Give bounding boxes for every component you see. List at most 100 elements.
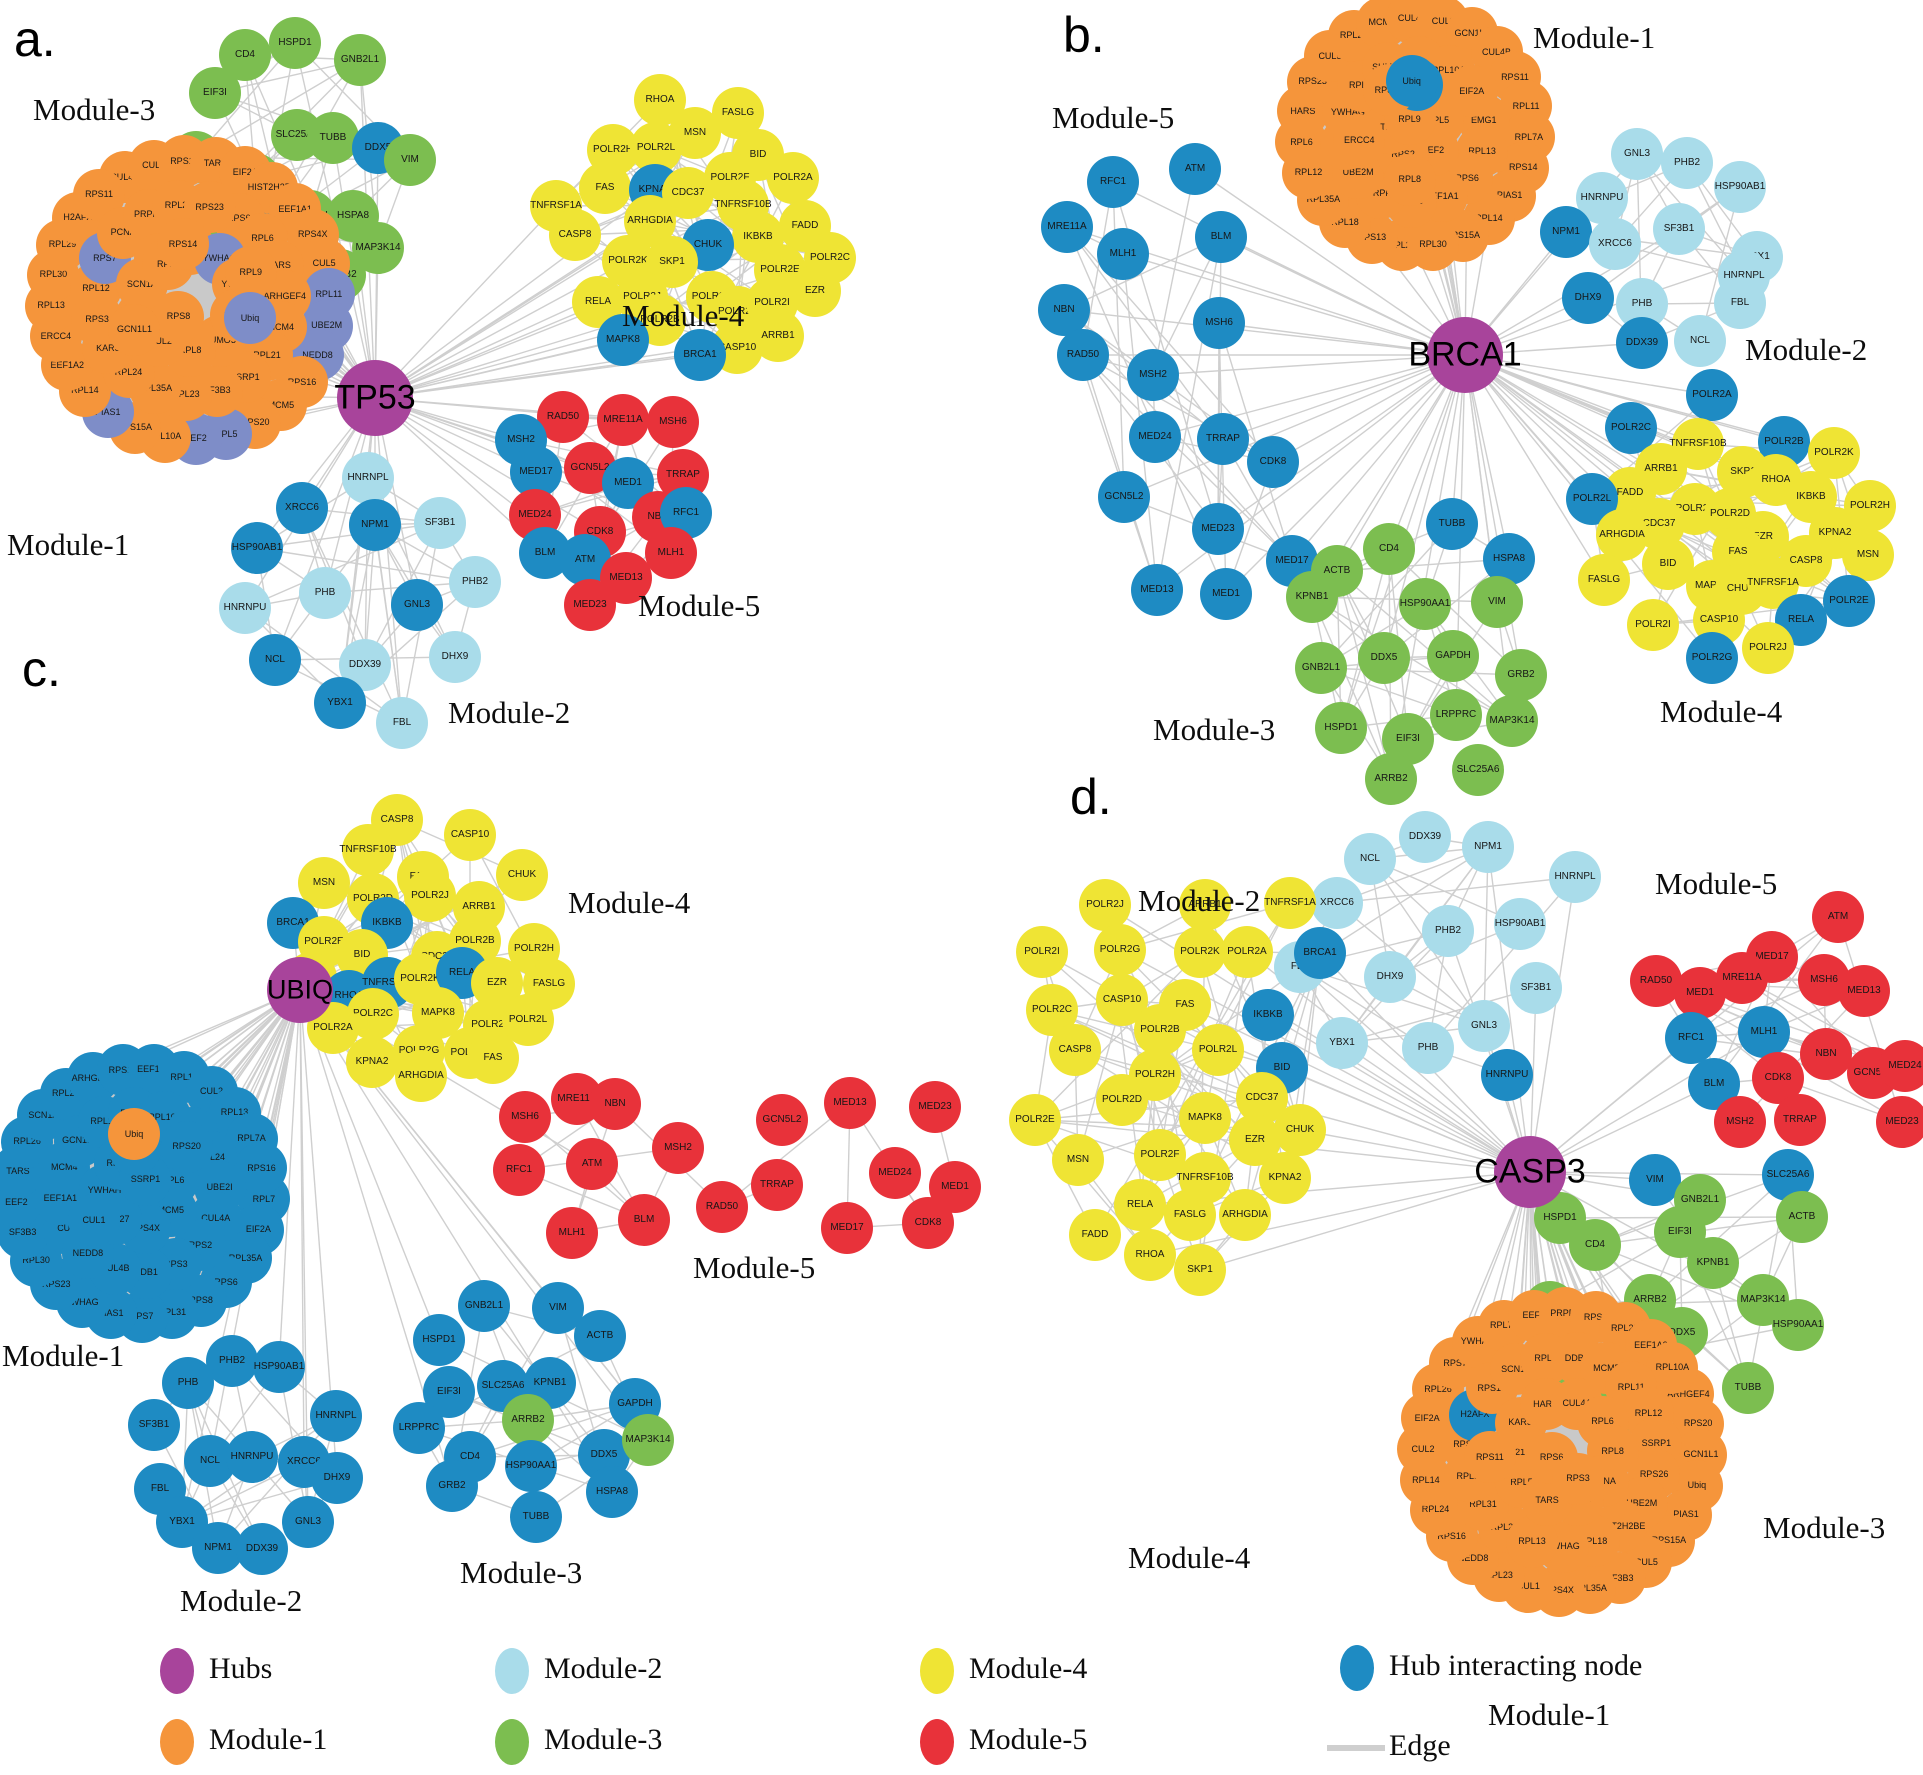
- node: RPL8: [1383, 153, 1436, 206]
- node: ERCC4: [1333, 114, 1386, 167]
- node: YBX1: [1316, 1017, 1368, 1069]
- node: FAS: [579, 162, 631, 214]
- node: NPM1: [1540, 206, 1592, 258]
- legend-swatch: [495, 1648, 529, 1694]
- node: ATM: [1812, 891, 1864, 943]
- node: FADD: [1069, 1209, 1121, 1261]
- node: BLM: [618, 1194, 670, 1246]
- node: DHX9: [1562, 272, 1614, 324]
- node: NCL: [249, 634, 301, 686]
- node: POLR2G: [1094, 924, 1146, 976]
- node: ACTB: [574, 1310, 626, 1362]
- node: RHOA: [1124, 1229, 1176, 1281]
- node: MED23: [564, 579, 616, 631]
- node: MRE11A: [1716, 952, 1768, 1004]
- node: GCN5L2: [756, 1094, 808, 1146]
- node: EIF3I: [189, 67, 241, 119]
- node: CHUK: [496, 849, 548, 901]
- legend-label: Module-3: [544, 1723, 663, 1756]
- node: DDX39: [1399, 811, 1451, 863]
- module-caption: Module-1: [1533, 20, 1656, 55]
- node: VIM: [1629, 1154, 1681, 1206]
- module-caption: Module-3: [1763, 1510, 1886, 1545]
- node: POLR2L: [1192, 1024, 1244, 1076]
- node: RFC1: [1087, 156, 1139, 208]
- module-caption: Module-5: [638, 588, 761, 623]
- node: MSN: [1842, 529, 1894, 581]
- legend-swatch: [160, 1719, 194, 1765]
- node: XRCC6: [276, 482, 328, 534]
- node: MRE11A: [1041, 201, 1093, 253]
- node: BID: [1642, 538, 1694, 590]
- node: RPS3: [1552, 1452, 1605, 1505]
- node: MAPK8: [1179, 1092, 1231, 1144]
- node: BLM: [1195, 211, 1247, 263]
- node: GNB2L1: [1295, 642, 1347, 694]
- node: MAP3K14: [352, 222, 404, 274]
- node: HNRNPU: [226, 1431, 278, 1483]
- node: HSPA8: [586, 1466, 638, 1518]
- node: MED24: [1879, 1040, 1923, 1092]
- node: GRB2: [426, 1460, 478, 1512]
- legend-label: Hub interacting node: [1389, 1649, 1643, 1682]
- node: CASP8: [549, 209, 601, 261]
- node: HSPD1: [1315, 702, 1367, 754]
- node: EIF3I: [1382, 713, 1434, 765]
- node: RPL9: [224, 246, 277, 299]
- node: DDX39: [1616, 317, 1668, 369]
- node: TUBB: [307, 112, 359, 164]
- node: LRPPRC: [1430, 689, 1482, 741]
- module-caption: Module-2: [180, 1583, 303, 1618]
- node: RAD50: [1630, 955, 1682, 1007]
- module-caption: Module-1: [1488, 1697, 1611, 1732]
- node: RHOA: [634, 74, 686, 126]
- hub-node: [267, 957, 333, 1023]
- module-caption: Module-3: [460, 1555, 583, 1590]
- node: PHB: [162, 1357, 214, 1409]
- node: PHB2: [206, 1335, 258, 1387]
- panel-letter: b.: [1063, 7, 1105, 63]
- module-caption: Module-3: [33, 92, 156, 127]
- hub-label: CASP3: [1474, 1152, 1586, 1191]
- node: MED23: [1192, 503, 1244, 555]
- node: GRB2: [1495, 649, 1547, 701]
- node: MLH1: [1097, 228, 1149, 280]
- node: POLR2K: [1174, 926, 1226, 978]
- node: RFC1: [1665, 1012, 1717, 1064]
- node: BRCA1: [674, 329, 726, 381]
- node: BRCA1: [1294, 927, 1346, 979]
- node: MED24: [1129, 411, 1181, 463]
- node: NPM1: [192, 1522, 244, 1574]
- node: POLR2J: [1079, 879, 1131, 931]
- node: POLR2I: [1016, 926, 1068, 978]
- node: PHB: [299, 567, 351, 619]
- node: RPS20: [160, 1120, 213, 1173]
- node: NBN: [1800, 1028, 1852, 1080]
- hub-node: [337, 360, 413, 436]
- node: Ubiq: [223, 292, 276, 345]
- node: DHX9: [311, 1452, 363, 1504]
- legend-label: Hubs: [209, 1652, 273, 1685]
- node: TRRAP: [1774, 1094, 1826, 1146]
- hub-label: UBIQ: [266, 974, 334, 1005]
- node: KPNB1: [1687, 1237, 1739, 1289]
- node: YBX1: [314, 677, 366, 729]
- node: CHUK: [1274, 1104, 1326, 1156]
- panel-letter: a.: [14, 11, 56, 67]
- node: Ubiq: [108, 1108, 161, 1161]
- node: GNL3: [1458, 1000, 1510, 1052]
- node: RFC1: [493, 1144, 545, 1196]
- node: NPM1: [1462, 821, 1514, 873]
- node: VIM: [1471, 576, 1523, 628]
- node: SKP1: [1174, 1244, 1226, 1296]
- node: TNFRSF10B: [339, 824, 397, 876]
- node: HSP90AB1: [1494, 898, 1546, 950]
- legend-swatch: [920, 1719, 954, 1765]
- node: ARHGDIA: [1219, 1189, 1271, 1241]
- node: HSP90AB1: [231, 522, 283, 574]
- hub-label: BRCA1: [1408, 335, 1522, 374]
- node: GNB2L1: [458, 1280, 510, 1332]
- module-caption: Module-4: [1660, 694, 1783, 729]
- node: MLH1: [546, 1207, 598, 1259]
- node: SF3B1: [1653, 203, 1705, 255]
